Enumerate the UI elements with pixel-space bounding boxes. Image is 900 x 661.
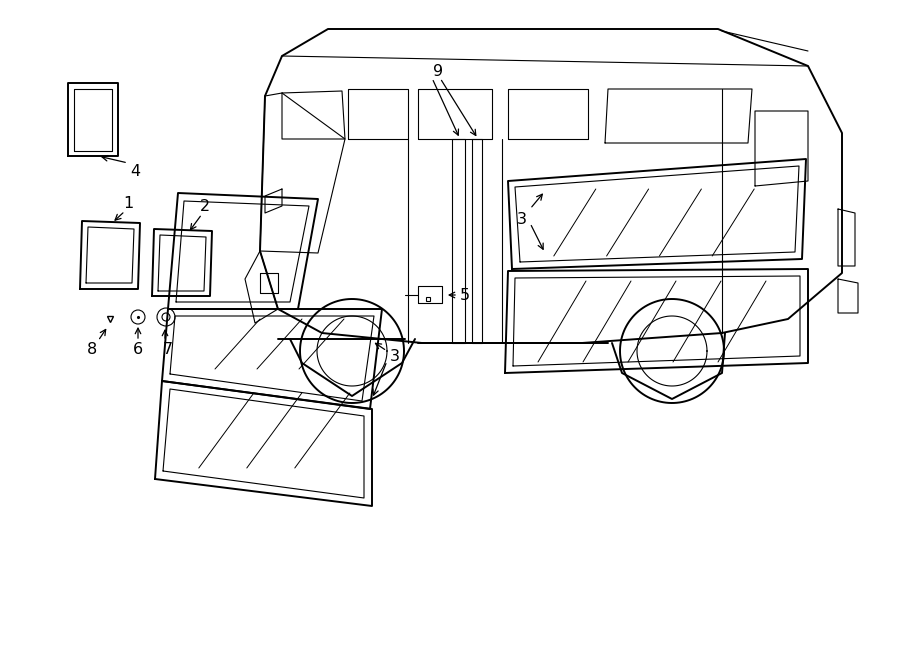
Text: 7: 7	[163, 342, 173, 356]
Text: 3: 3	[390, 348, 400, 364]
Text: 9: 9	[433, 63, 443, 79]
Text: 3: 3	[517, 212, 527, 227]
Text: 5: 5	[460, 288, 470, 303]
Text: 4: 4	[130, 163, 140, 178]
Text: 2: 2	[200, 198, 210, 214]
Text: 6: 6	[133, 342, 143, 356]
Text: 8: 8	[87, 342, 97, 356]
Text: 1: 1	[123, 196, 133, 210]
